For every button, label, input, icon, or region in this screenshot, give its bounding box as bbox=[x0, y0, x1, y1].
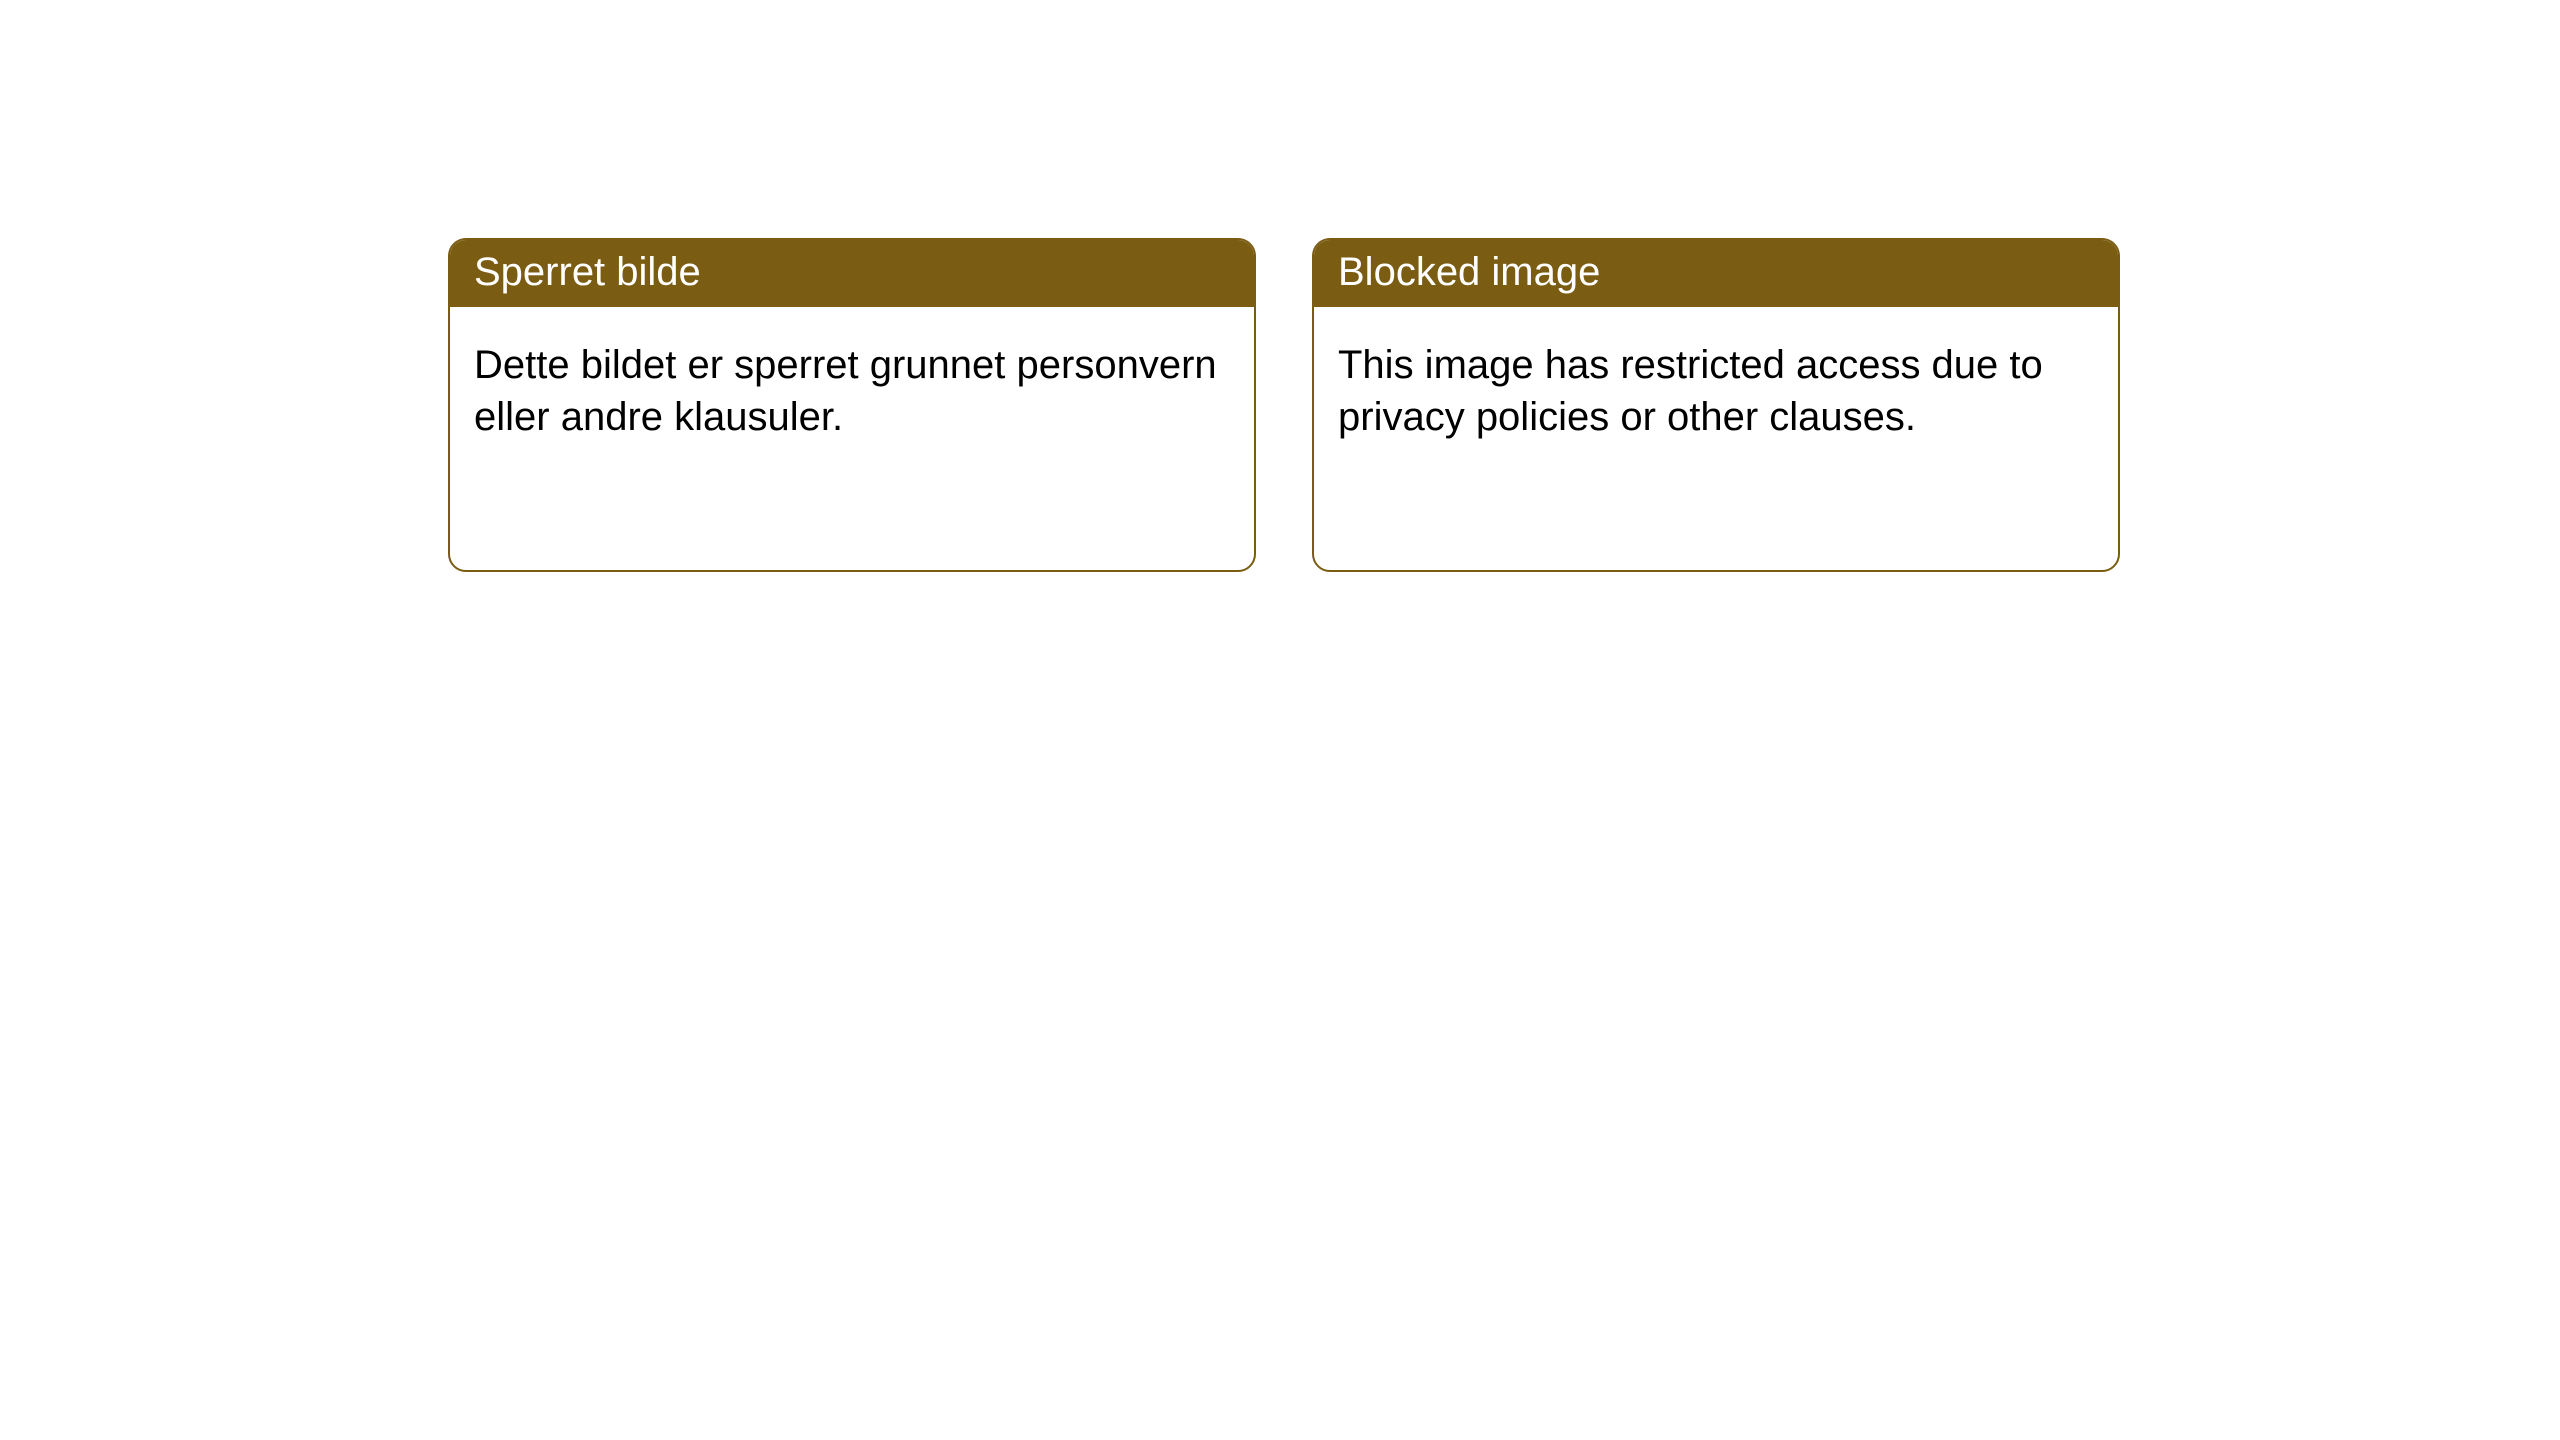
notice-card-english: Blocked image This image has restricted … bbox=[1312, 238, 2120, 572]
notice-card-norwegian: Sperret bilde Dette bildet er sperret gr… bbox=[448, 238, 1256, 572]
notice-card-body: This image has restricted access due to … bbox=[1314, 307, 2118, 475]
notice-cards-container: Sperret bilde Dette bildet er sperret gr… bbox=[448, 238, 2120, 572]
notice-card-title: Sperret bilde bbox=[450, 240, 1254, 307]
notice-card-title: Blocked image bbox=[1314, 240, 2118, 307]
notice-card-body: Dette bildet er sperret grunnet personve… bbox=[450, 307, 1254, 475]
